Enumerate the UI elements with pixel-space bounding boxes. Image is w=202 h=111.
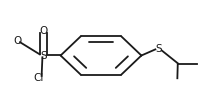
Text: Cl: Cl [33,73,44,83]
Text: O: O [13,36,21,46]
Text: S: S [40,51,47,60]
Text: S: S [155,44,162,54]
Text: O: O [39,26,47,36]
